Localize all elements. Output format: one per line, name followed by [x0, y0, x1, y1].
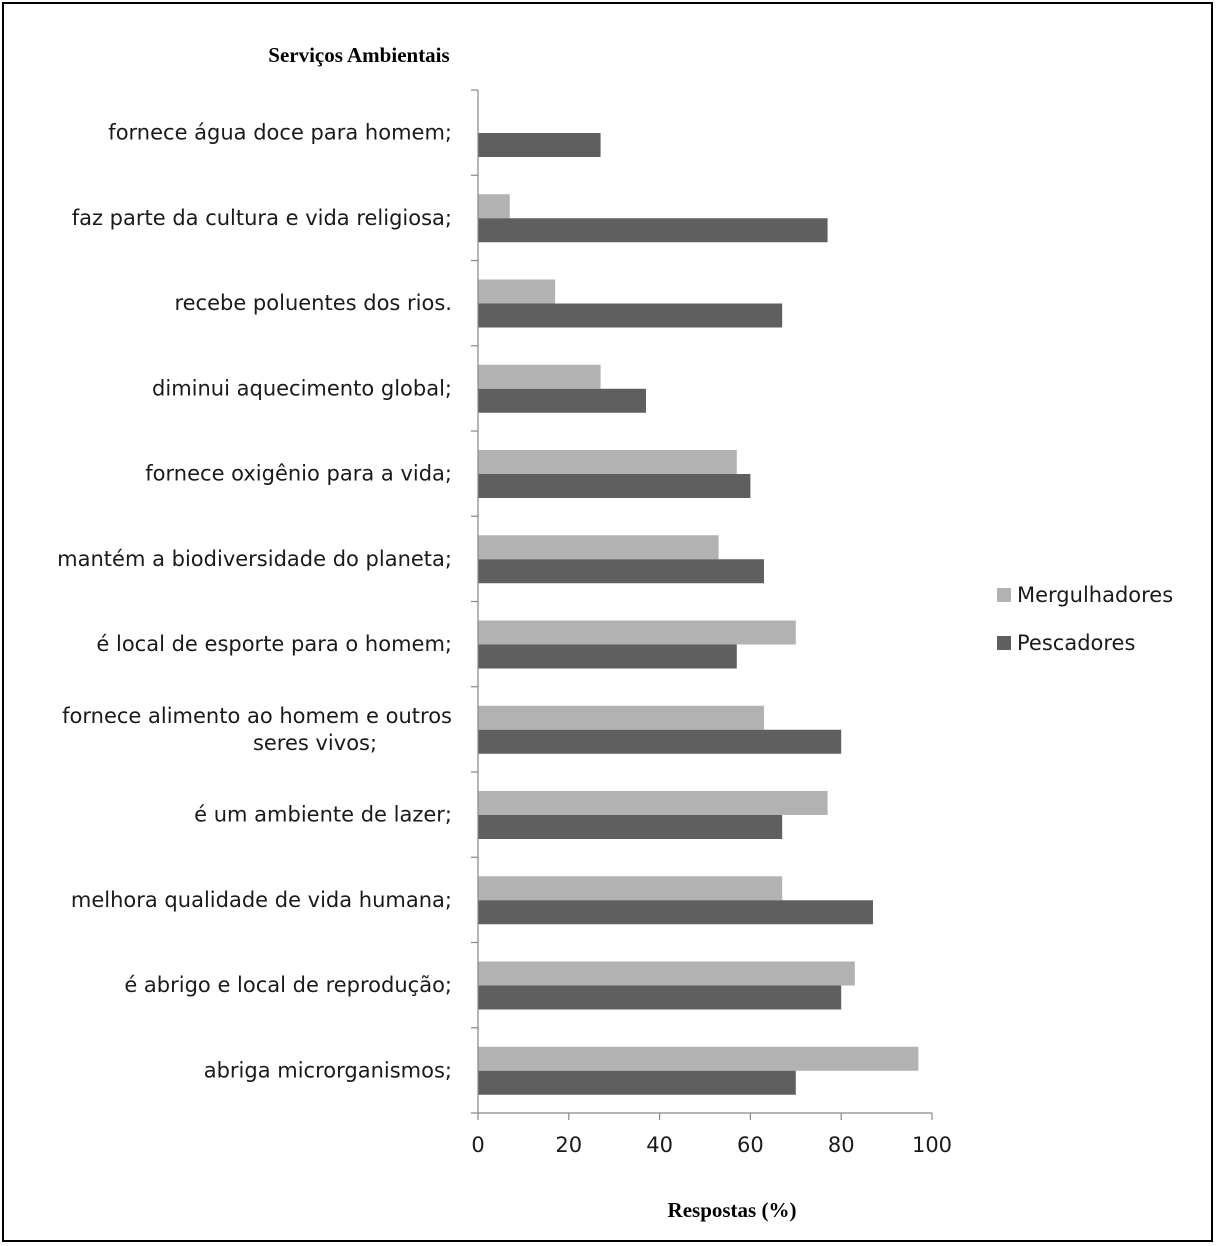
bar-pescadores-3: [478, 303, 783, 328]
category-label: é local de esporte para o homem;: [96, 632, 452, 656]
category-label: abriga microrganismos;: [204, 1058, 452, 1082]
bar-mergulhadores-5: [478, 450, 737, 474]
bar-pescadores-4: [478, 388, 646, 413]
x-tick-label: 0: [471, 1133, 484, 1157]
category-label: é abrigo e local de reprodução;: [124, 973, 452, 997]
bar-mergulhadores-8: [478, 705, 765, 730]
bar-pescadores-5: [478, 474, 751, 498]
category-label: faz parte da cultura e vida religiosa;: [72, 206, 452, 230]
legend-swatch-pescadores: [997, 636, 1011, 650]
bar-mergulhadores-2: [478, 194, 510, 219]
legend-label-pescadores: Pescadores: [1017, 631, 1135, 655]
category-label: seres vivos;: [253, 731, 377, 755]
category-labels: fornece água doce para homem; faz parte d…: [57, 121, 452, 1083]
x-tick-label: 80: [828, 1133, 855, 1157]
bar-mergulhadores-7: [478, 620, 796, 645]
bar-mergulhadores-11: [478, 961, 855, 986]
category-label: diminui aquecimento global;: [152, 376, 452, 400]
bar-pescadores-12: [478, 1070, 796, 1095]
bar-mergulhadores-3: [478, 279, 556, 304]
x-tick-label: 20: [555, 1133, 582, 1157]
category-label: melhora qualidade de vida humana;: [71, 888, 452, 912]
legend-label-mergulhadores: Mergulhadores: [1017, 583, 1173, 607]
bar-mergulhadores-9: [478, 791, 828, 815]
bar-mergulhadores-4: [478, 364, 601, 389]
bar-mergulhadores-12: [478, 1046, 919, 1071]
bar-pescadores-11: [478, 985, 842, 1010]
category-label: fornece alimento ao homem e outros: [62, 704, 452, 728]
bar-pescadores-6: [478, 559, 765, 584]
x-tick-label: 40: [646, 1133, 673, 1157]
bar-mergulhadores-6: [478, 535, 719, 560]
x-tick-labels: 0 20 40 60 80 100: [471, 1133, 952, 1157]
legend: Mergulhadores Pescadores: [997, 583, 1173, 655]
legend-swatch-mergulhadores: [997, 588, 1011, 602]
bar-pescadores-10: [478, 900, 873, 925]
axes-group: [471, 89, 933, 1120]
x-tick-label: 60: [737, 1133, 764, 1157]
bar-pescadores-7: [478, 644, 737, 669]
bar-pescadores-8: [478, 729, 842, 754]
bar-pescadores-9: [478, 815, 783, 839]
x-axis-title: Respostas (%): [668, 1198, 797, 1222]
bar-mergulhadores-10: [478, 876, 783, 901]
category-label: fornece água doce para homem;: [108, 121, 452, 145]
x-tick-label: 100: [912, 1133, 952, 1157]
category-label: mantém a biodiversidade do planeta;: [57, 547, 452, 571]
category-label: recebe poluentes dos rios.: [174, 291, 452, 315]
category-label: é um ambiente de lazer;: [194, 803, 452, 827]
bar-pescadores-2: [478, 218, 828, 243]
bars-group: [478, 133, 919, 1095]
category-label: fornece oxigênio para a vida;: [145, 462, 452, 486]
chart-title: Serviços Ambientais: [268, 43, 449, 67]
bar-pescadores-1: [478, 133, 601, 157]
